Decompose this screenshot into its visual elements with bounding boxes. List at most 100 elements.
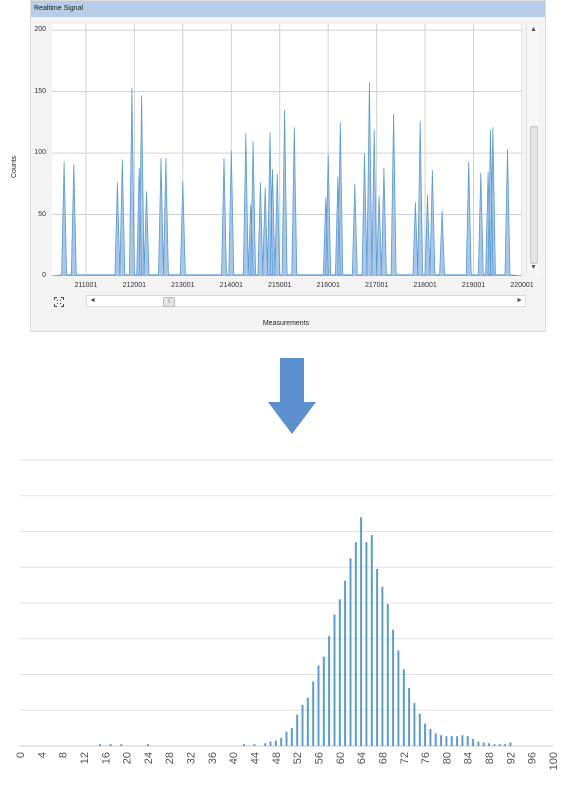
histogram-chart: 0 4 8 12 16 20 24 28 32 36 40 44 48 52 56 60 64 68 72 76 80 8… xyxy=(15,459,560,770)
hist-bar xyxy=(509,742,512,746)
hist-x-tick-label: 0 xyxy=(15,752,27,758)
hist-bar xyxy=(504,744,506,746)
hist-bar xyxy=(253,744,256,746)
signal-series xyxy=(51,81,523,277)
hist-bar xyxy=(301,704,304,746)
x-axis-title: Measurements xyxy=(262,320,310,327)
hist-x-tick-label: 92 xyxy=(505,752,517,764)
y-tick-label: 0 xyxy=(42,272,46,279)
hist-x-tick-label: 56 xyxy=(313,752,325,764)
y-tick-label: 200 xyxy=(34,26,46,34)
hist-bar xyxy=(99,744,101,746)
signal-chart xyxy=(51,24,523,277)
hist-bar xyxy=(322,656,325,746)
hist-bar xyxy=(376,569,379,746)
horizontal-scroll-thumb[interactable]: ⁞⁞ xyxy=(163,297,175,307)
hist-x-tick-label: 100 xyxy=(548,752,560,770)
x-tick-label: 217001 xyxy=(364,282,389,289)
hist-bar xyxy=(482,742,485,746)
hist-x-tick-label: 28 xyxy=(164,752,176,764)
hist-bar xyxy=(472,738,475,746)
hist-bar xyxy=(461,735,464,746)
hist-bar xyxy=(381,586,384,746)
hist-bar xyxy=(354,542,357,746)
hist-x-tick-label: 36 xyxy=(207,752,219,764)
hist-bar xyxy=(312,681,315,746)
hist-bar xyxy=(418,713,421,746)
hist-bar xyxy=(264,743,267,746)
x-tick-label: 220001 xyxy=(510,282,534,289)
x-tick-label: 214001 xyxy=(219,282,243,289)
hist-x-tick-label: 64 xyxy=(356,752,368,764)
hist-x-tick-label: 76 xyxy=(420,752,432,764)
x-tick-label: 212001 xyxy=(122,282,147,289)
hist-bar xyxy=(328,636,331,746)
hist-x-tick-label: 24 xyxy=(143,752,155,764)
hist-bar xyxy=(424,723,427,746)
x-tick-label: 215001 xyxy=(268,282,292,289)
hist-bar xyxy=(269,741,272,746)
hist-bar xyxy=(450,736,453,746)
hist-x-tick-label: 52 xyxy=(292,752,304,764)
scroll-down-icon[interactable]: ▼ xyxy=(530,264,537,271)
hist-bar xyxy=(429,729,432,746)
hist-x-tick-label: 4 xyxy=(36,752,48,758)
hist-x-tick-label: 48 xyxy=(271,752,283,764)
y-tick-label: 150 xyxy=(34,87,46,95)
hist-bar xyxy=(386,603,389,746)
scroll-right-icon[interactable]: ► xyxy=(516,297,523,304)
hist-x-tick-label: 44 xyxy=(250,752,262,764)
scroll-left-icon[interactable]: ◄ xyxy=(89,297,96,304)
hist-x-tick-label: 68 xyxy=(377,752,389,764)
horizontal-scrollbar[interactable]: ◄ ⁞⁞ ► xyxy=(86,295,526,307)
hist-x-tick-label: 40 xyxy=(228,752,240,764)
x-tick-label: 213001 xyxy=(171,282,195,289)
hist-bar xyxy=(344,580,347,746)
y-axis-title: Counts xyxy=(11,155,18,178)
hist-x-tick-label: 12 xyxy=(79,752,91,764)
hist-bar xyxy=(402,669,405,746)
scroll-up-icon[interactable]: ▲ xyxy=(530,26,537,33)
hist-bar xyxy=(498,744,501,746)
hist-x-tick-label: 32 xyxy=(186,752,198,764)
hist-x-tick-label: 20 xyxy=(122,752,134,764)
hist-x-tick-label: 80 xyxy=(441,752,453,764)
hist-bar xyxy=(290,728,293,746)
hist-bar xyxy=(109,744,112,746)
hist-bar xyxy=(413,703,416,746)
hist-bar xyxy=(445,736,448,746)
hist-bar xyxy=(274,740,277,746)
x-tick-label: 211001 xyxy=(74,282,98,289)
hist-bar xyxy=(440,735,443,746)
hist-bar xyxy=(317,665,320,746)
vertical-scrollbar[interactable]: ▲ ▼ xyxy=(526,26,539,274)
window-title: Realtime Signal xyxy=(31,1,545,17)
hist-x-tick-label: 84 xyxy=(463,752,475,764)
signal-plot[interactable] xyxy=(51,24,523,277)
x-tick-label: 218001 xyxy=(413,282,437,289)
hist-bar xyxy=(466,736,469,746)
hist-bar xyxy=(488,743,490,746)
hist-x-tick-label: 60 xyxy=(335,752,347,764)
x-tick-label: 219001 xyxy=(461,282,486,289)
hist-x-tick-label: 8 xyxy=(58,752,70,758)
hist-bar xyxy=(493,744,496,746)
hist-bar xyxy=(456,736,459,746)
hist-x-tick-label: 88 xyxy=(484,752,496,764)
hist-x-tick-label: 72 xyxy=(399,752,411,764)
y-tick-label: 100 xyxy=(34,149,46,157)
expand-icon[interactable] xyxy=(53,296,65,308)
hist-bar xyxy=(296,714,299,746)
hist-bar xyxy=(370,535,373,746)
hist-x-tick-label: 96 xyxy=(527,752,539,764)
hist-bar xyxy=(360,517,363,746)
x-tick-label: 216001 xyxy=(316,282,340,289)
vertical-scroll-thumb[interactable] xyxy=(530,126,538,264)
hist-bar xyxy=(434,733,437,746)
hist-bar xyxy=(333,614,336,746)
hist-bar xyxy=(392,629,395,746)
hist-bar xyxy=(120,744,123,746)
hist-x-tick-label: 16 xyxy=(100,752,112,764)
hist-bar xyxy=(349,558,352,746)
hist-bar xyxy=(477,741,480,746)
